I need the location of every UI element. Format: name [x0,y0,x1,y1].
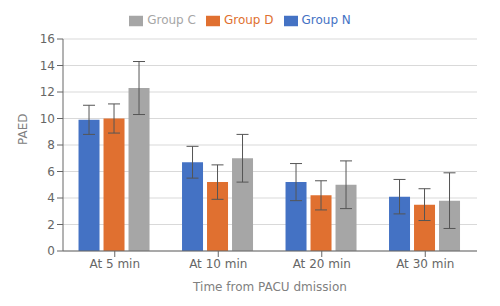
svg-text:4: 4 [47,191,55,205]
html-text:Group N: Group N [301,13,351,27]
svg-text:At 5 min: At 5 min [89,257,140,271]
svg-text:Time from PACU dmission: Time from PACU dmission [192,280,347,294]
svg-text:16: 16 [40,32,55,46]
svg-text:6: 6 [47,165,55,179]
svg-text:PAED: PAED [16,114,30,146]
svg-text:14: 14 [40,59,55,73]
html-text:Group D: Group D [223,13,274,27]
svg-text:At 20 min: At 20 min [293,257,351,271]
svg-text:2: 2 [47,218,55,232]
svg-text:12: 12 [40,85,55,99]
svg-text:10: 10 [40,112,55,126]
html-text:Group C: Group C [147,13,196,27]
svg-text:8: 8 [47,138,55,152]
svg-text:At 10 min: At 10 min [189,257,247,271]
svg-text:0: 0 [47,244,55,258]
svg-text:At 30 min: At 30 min [396,257,454,271]
